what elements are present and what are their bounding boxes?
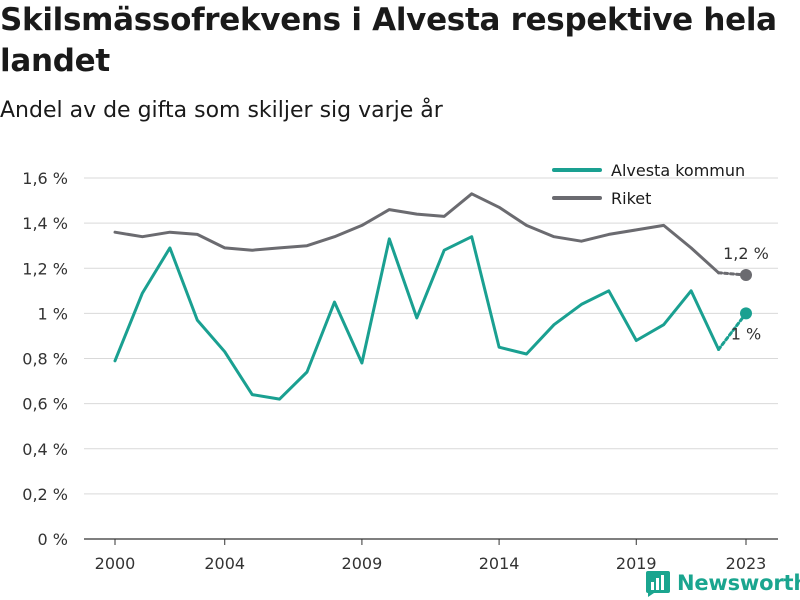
chart-title: Skilsmässofrekvens i Alvesta respektive … (0, 2, 777, 79)
y-tick-label: 0,6 % (22, 395, 68, 414)
end-value-label-alvesta: 1 % (731, 324, 761, 343)
series-endpoint-alvesta (740, 307, 752, 320)
legend-label-alvesta: Alvesta kommun (611, 161, 745, 180)
y-tick-label: 0,4 % (22, 440, 68, 459)
bar-chart-logo-icon (646, 571, 670, 597)
y-tick-label: 1,6 % (22, 169, 68, 188)
y-tick-label: 0 % (38, 530, 68, 549)
series-endpoints: 1 % 1,2 % (723, 244, 769, 343)
y-tick-label: 0,2 % (22, 485, 68, 504)
gridlines (84, 177, 778, 540)
x-tick-label: 2004 (204, 554, 245, 573)
newsworthy-logo: Newsworthy (645, 566, 800, 600)
x-tick-label: 2000 (95, 554, 136, 573)
x-tick-label: 2014 (479, 554, 520, 573)
y-tick-label: 1 % (38, 304, 68, 323)
brand-name: Newsworthy (677, 571, 800, 595)
chart-subtitle: Andel av de gifta som skiljer sig varje … (0, 98, 443, 123)
end-value-label-riket: 1,2 % (723, 244, 769, 263)
series-endpoint-riket (740, 269, 752, 282)
y-tick-label: 1,4 % (22, 214, 68, 233)
legend-label-riket: Riket (611, 189, 651, 208)
series-last-segment-alvesta (717, 311, 748, 351)
series-lines (113, 192, 748, 401)
series-line-riket (113, 192, 721, 275)
x-tick-label: 2009 (342, 554, 383, 573)
y-tick-label: 1,2 % (22, 259, 68, 278)
x-tick-label: 2019 (616, 554, 657, 573)
series-line-alvesta (113, 235, 721, 401)
y-axis-ticks: 0 % 0,2 % 0,4 % 0,6 % 0,8 % 1 % 1,2 % 1,4 % 1,6 … (22, 169, 68, 549)
x-axis-ticks: 2000 2004 2009 2014 2019 2023 (95, 539, 767, 573)
y-tick-label: 0,8 % (22, 350, 68, 369)
legend: Alvesta kommun Riket (552, 161, 745, 208)
x-tick-label: 2023 (726, 554, 767, 573)
